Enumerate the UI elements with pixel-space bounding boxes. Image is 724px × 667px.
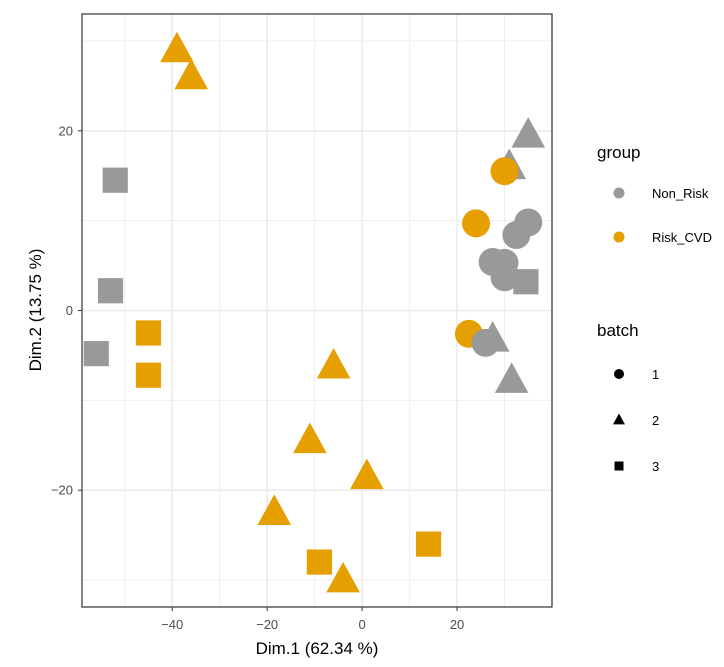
data-point-risk-cvd-batch-2: [350, 458, 384, 490]
data-point-risk-cvd-batch-2: [160, 31, 194, 63]
legend-label: Risk_CVD: [652, 230, 712, 245]
legend-key-batch-1: [614, 369, 624, 379]
legend-label: 2: [652, 413, 659, 428]
data-point-non-risk-batch-3: [97, 278, 124, 304]
data-point-non-risk-batch-2: [475, 321, 510, 352]
data-point-risk-cvd-batch-3: [306, 549, 332, 575]
data-point-risk-cvd-batch-2: [257, 494, 292, 526]
legend-label: Non_Risk: [652, 186, 709, 201]
data-point-risk-cvd-batch-2: [174, 58, 208, 90]
data-point-non-risk-batch-2: [494, 362, 529, 393]
x-tick-label: 20: [450, 617, 464, 632]
data-point-risk-cvd-batch-1: [490, 157, 519, 186]
x-axis-title: Dim.1 (62.34 %): [256, 639, 379, 658]
legend-key-batch-3: [614, 461, 624, 471]
legend-key-batch-2: [613, 413, 625, 425]
y-tick-label: 0: [66, 303, 73, 318]
data-point-risk-cvd-batch-3: [135, 362, 162, 388]
data-point-non-risk-batch-3: [83, 341, 109, 367]
legend-key-non-risk: [613, 187, 625, 199]
data-point-non-risk-batch-3: [513, 269, 539, 295]
x-tick-label: 0: [358, 617, 365, 632]
y-axis-ticks: −20 0 20: [51, 123, 82, 498]
data-point-risk-cvd-batch-2: [293, 422, 327, 454]
data-point-risk-cvd-batch-3: [415, 531, 442, 557]
data-point-risk-cvd-batch-1: [462, 209, 491, 238]
data-point-non-risk-batch-1: [502, 221, 531, 250]
y-tick-label: −20: [51, 483, 73, 498]
data-point-risk-cvd-batch-2: [316, 347, 351, 379]
data-point-non-risk-batch-2: [511, 117, 546, 148]
data-point-risk-cvd-batch-2: [326, 561, 360, 593]
legend-title-batch: batch: [597, 321, 639, 340]
y-axis-title: Dim.2 (13.75 %): [26, 249, 45, 372]
legend-label: 3: [652, 459, 659, 474]
data-point-non-risk-batch-1: [490, 263, 519, 292]
x-tick-label: −40: [161, 617, 183, 632]
x-tick-label: −20: [256, 617, 278, 632]
data-points: [83, 31, 546, 593]
x-axis-ticks: −40 −20 0 20: [161, 607, 464, 632]
data-point-non-risk-batch-3: [102, 167, 128, 193]
legend-title-group: group: [597, 143, 640, 162]
y-tick-label: 20: [59, 123, 73, 138]
legend-label: 1: [652, 367, 659, 382]
legend-key-risk-cvd: [613, 231, 625, 243]
data-point-risk-cvd-batch-3: [135, 320, 162, 346]
